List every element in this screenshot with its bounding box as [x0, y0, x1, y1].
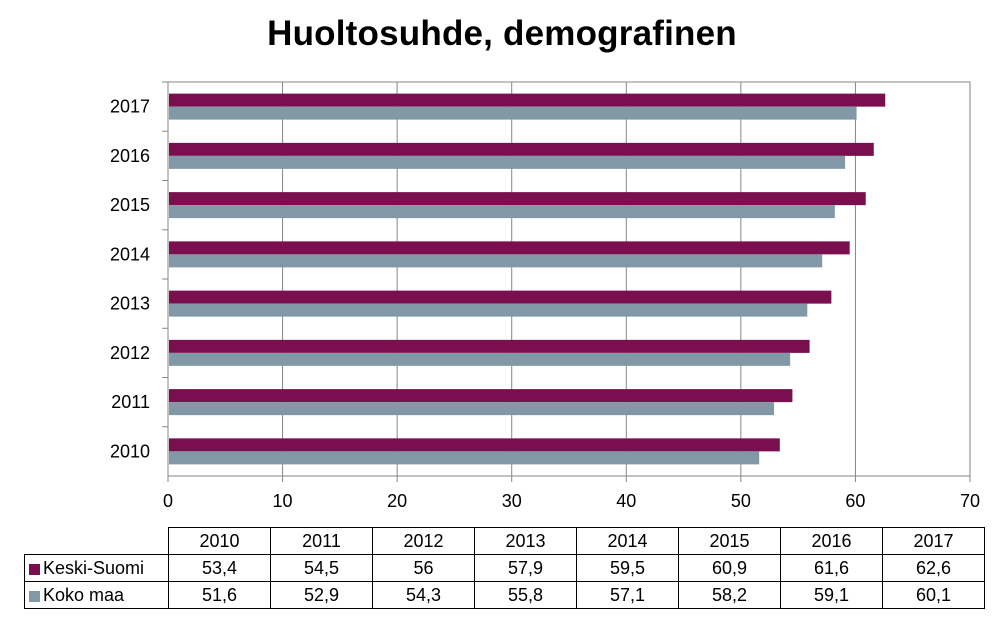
table-cell-keski-suomi-2013: 57,9: [474, 554, 577, 582]
table-header-2016: 2016: [780, 527, 883, 555]
x-tick-label-50: 50: [731, 491, 751, 511]
y-tick-label-2012: 2012: [110, 343, 150, 363]
bar-koko-maa-2010: [169, 451, 760, 465]
bar-keski-suomi-2012: [169, 339, 810, 353]
chart-title: Huoltosuhde, demografinen: [267, 14, 737, 53]
bar-keski-suomi-2014: [169, 241, 850, 255]
table-cell-koko-maa-2013: 55,8: [474, 581, 577, 609]
bar-koko-maa-2015: [169, 205, 835, 219]
table-cell-koko-maa-2014: 57,1: [576, 581, 679, 609]
table-cell-keski-suomi-2017: 62,6: [882, 554, 985, 582]
table-cell-keski-suomi-2010: 53,4: [168, 554, 271, 582]
bar-keski-suomi-2016: [169, 142, 874, 156]
y-tick-label-2014: 2014: [110, 244, 150, 264]
plot-border: [167, 81, 971, 477]
legend-swatch-keski-suomi: [29, 563, 40, 575]
grid-lines: [167, 81, 971, 477]
y-tick-label-2017: 2017: [110, 97, 150, 117]
x-tick-label-70: 70: [960, 491, 980, 511]
y-tick-label-2013: 2013: [110, 294, 150, 314]
legend-keski-suomi: Keski-Suomi: [24, 554, 169, 582]
legend-swatch-koko-maa: [29, 590, 40, 602]
table-corner: [25, 528, 169, 555]
series-name-koko-maa: Koko maa: [43, 584, 125, 605]
table-cell-koko-maa-2015: 58,2: [678, 581, 781, 609]
axes: [162, 81, 971, 482]
x-tick-label-10: 10: [273, 491, 293, 511]
table-header-2010: 2010: [168, 527, 271, 555]
table-cell-keski-suomi-2015: 60,9: [678, 554, 781, 582]
bar-koko-maa-2017: [169, 106, 857, 120]
bar-keski-suomi-2017: [169, 93, 886, 107]
bars: [169, 93, 886, 465]
table-header-2014: 2014: [576, 527, 679, 555]
table-row-koko-maa: Koko maa 51,6 52,9 54,3 55,8 57,1 58,2 59,1 60,…: [24, 581, 985, 609]
table-cell-keski-suomi-2016: 61,6: [780, 554, 883, 582]
table-cell-koko-maa-2010: 51,6: [168, 581, 271, 609]
bar-koko-maa-2014: [169, 254, 823, 268]
x-tick-label-40: 40: [616, 491, 636, 511]
x-tick-label-0: 0: [163, 491, 173, 511]
bar-keski-suomi-2013: [169, 290, 832, 304]
bar-chart: 0 10 20 30 40 50 60 70 2010 2011 2012 2013 2014 2015 2…: [110, 81, 980, 511]
bar-keski-suomi-2011: [169, 389, 793, 403]
x-tick-label-30: 30: [502, 491, 522, 511]
table-header-2015: 2015: [678, 527, 781, 555]
table-cell-keski-suomi-2014: 59,5: [576, 554, 679, 582]
bar-keski-suomi-2010: [169, 438, 780, 452]
table-cell-koko-maa-2016: 59,1: [780, 581, 883, 609]
y-tick-label-2010: 2010: [110, 441, 150, 461]
table-header-2011: 2011: [270, 527, 373, 555]
y-tick-label-2011: 2011: [111, 392, 150, 412]
table-cell-koko-maa-2011: 52,9: [270, 581, 373, 609]
axis-labels: 0 10 20 30 40 50 60 70 2010 2011 2012 2013 2014 2015 2…: [110, 97, 980, 511]
data-table: 2010 2011 2012 2013 2014 2015 2016 2017 Keski-S…: [24, 527, 985, 609]
table-header-2017: 2017: [882, 527, 985, 555]
legend-koko-maa: Koko maa: [24, 581, 169, 609]
table-cell-keski-suomi-2011: 54,5: [270, 554, 373, 582]
table-header-2013: 2013: [474, 527, 577, 555]
x-tick-label-20: 20: [387, 491, 407, 511]
bar-koko-maa-2013: [169, 303, 808, 317]
table-cell-koko-maa-2017: 60,1: [882, 581, 985, 609]
series-name-keski-suomi: Keski-Suomi: [43, 557, 145, 578]
x-tick-label-60: 60: [845, 491, 865, 511]
table-cell-koko-maa-2012: 54,3: [372, 581, 475, 609]
table-header-row: 2010 2011 2012 2013 2014 2015 2016 2017: [25, 527, 985, 555]
y-tick-label-2016: 2016: [110, 146, 150, 166]
bar-koko-maa-2016: [169, 155, 846, 169]
table-row-keski-suomi: Keski-Suomi 53,4 54,5 56 57,9 59,5 60,9 61,6 62…: [24, 554, 985, 582]
bar-keski-suomi-2015: [169, 192, 866, 206]
table-cell-keski-suomi-2012: 56: [372, 554, 475, 582]
y-tick-label-2015: 2015: [110, 195, 150, 215]
bar-koko-maa-2011: [169, 402, 775, 416]
bar-koko-maa-2012: [169, 352, 791, 366]
table-header-2012: 2012: [372, 527, 475, 555]
